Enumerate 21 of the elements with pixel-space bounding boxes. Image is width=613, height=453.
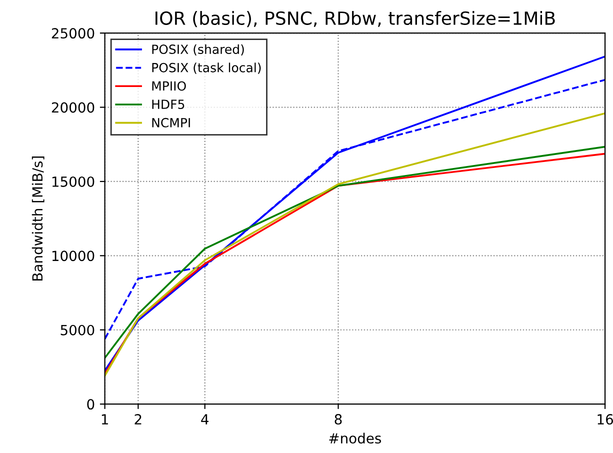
y-tick-label: 10000 xyxy=(52,250,94,262)
chart-title: IOR (basic), PSNC, RDbw, transferSize=1MiB xyxy=(156,11,555,28)
y-tick-label: 5000 xyxy=(60,324,94,336)
y-tick-label: 25000 xyxy=(52,28,94,39)
x-tick-label: 16 xyxy=(598,414,613,425)
x-axis-title: #nodes xyxy=(329,432,382,444)
y-tick-label: 20000 xyxy=(52,102,94,113)
x-tick-label: 4 xyxy=(201,414,209,424)
x-tick-label: 2 xyxy=(134,414,142,424)
x-tick-label: 1 xyxy=(102,414,108,424)
legend-label: POSIX (shared) xyxy=(152,44,244,56)
line-series xyxy=(104,112,606,377)
legend-label: HDF5 xyxy=(152,100,184,110)
legend-label: MPIIO xyxy=(152,81,186,91)
x-tick-label: 8 xyxy=(334,414,342,425)
y-tick-label: 15000 xyxy=(52,176,94,187)
legend-label: NCMPI xyxy=(152,118,190,128)
y-axis-title: Bandwidth [MiB/s] xyxy=(32,156,44,280)
legend-label: POSIX (task local) xyxy=(152,62,261,74)
y-tick-label: 0 xyxy=(87,399,94,410)
line-series xyxy=(104,56,606,372)
